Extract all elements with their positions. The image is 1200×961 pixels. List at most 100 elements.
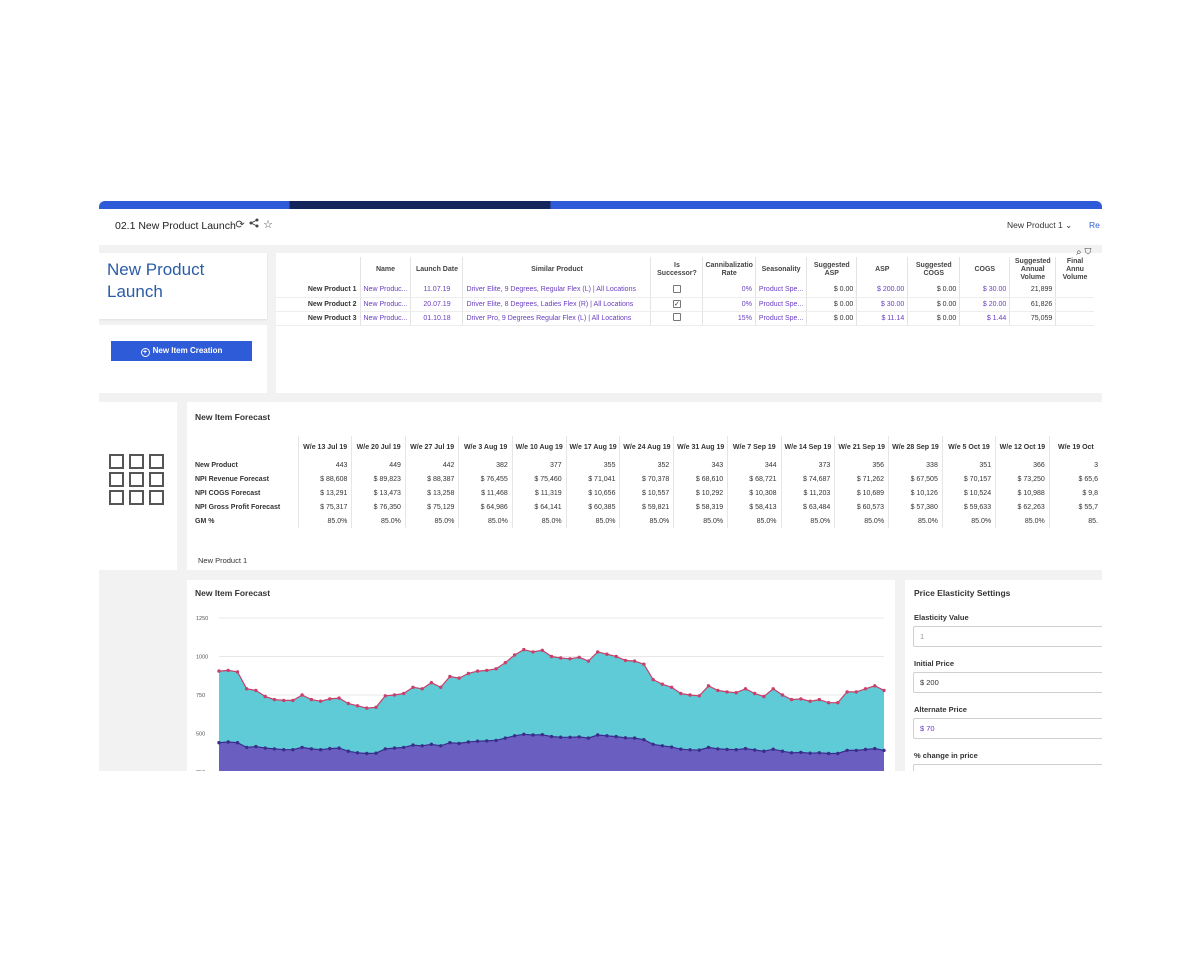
forecast-cell[interactable]: 382	[458, 458, 513, 472]
data-point[interactable]	[632, 659, 637, 663]
data-point[interactable]	[854, 748, 858, 753]
forecast-cell[interactable]: 355	[565, 458, 620, 472]
data-point[interactable]	[549, 734, 554, 739]
data-point[interactable]	[540, 733, 544, 737]
data-point[interactable]	[346, 701, 350, 706]
data-point[interactable]	[817, 697, 821, 702]
column-header[interactable]: Similar Product	[462, 257, 651, 283]
forecast-cell[interactable]: $ 10,308	[727, 486, 781, 500]
data-point[interactable]	[374, 751, 378, 755]
week-header[interactable]: W/e 7 Sep 19	[727, 436, 781, 458]
data-point[interactable]	[337, 696, 341, 700]
data-point[interactable]	[577, 655, 581, 659]
data-point[interactable]	[863, 687, 868, 691]
data-point[interactable]	[235, 670, 240, 674]
name-cell[interactable]: New Produc...	[359, 297, 411, 312]
week-header[interactable]: W/e 13 Jul 19	[297, 436, 352, 458]
forecast-cell[interactable]: 352	[619, 458, 674, 472]
data-point[interactable]	[402, 691, 406, 696]
week-header[interactable]: W/e 3 Aug 19	[458, 436, 513, 458]
forecast-cell[interactable]: $ 68,721	[727, 472, 781, 486]
forecast-cell[interactable]: 338	[888, 458, 943, 472]
change-in-price-input[interactable]	[913, 764, 1102, 771]
data-point[interactable]	[697, 694, 701, 698]
data-point[interactable]	[282, 698, 286, 703]
launch-date-cell[interactable]: 11.07.19	[410, 283, 463, 298]
successor-cell[interactable]	[650, 283, 703, 298]
data-point[interactable]	[226, 668, 230, 673]
data-point[interactable]	[614, 654, 618, 659]
forecast-cell[interactable]: $ 68,610	[673, 472, 728, 486]
data-point[interactable]	[596, 650, 600, 654]
data-point[interactable]	[651, 677, 655, 682]
data-point[interactable]	[734, 691, 738, 695]
data-point[interactable]	[679, 691, 683, 696]
week-header[interactable]: W/e 28 Sep 19	[888, 436, 943, 458]
forecast-cell[interactable]: 377	[511, 458, 567, 472]
forecast-cell[interactable]: 442	[404, 458, 459, 472]
column-header[interactable]: Is Successor?	[650, 257, 703, 283]
column-header[interactable]: Name	[359, 257, 411, 283]
data-point[interactable]	[817, 751, 821, 755]
data-point[interactable]	[263, 746, 267, 750]
forecast-cell[interactable]: $ 70,378	[619, 472, 674, 486]
data-point[interactable]	[254, 744, 258, 749]
forecast-cell[interactable]: $ 11,203	[780, 486, 835, 500]
data-point[interactable]	[374, 705, 378, 709]
forecast-cell[interactable]: 3	[1048, 458, 1102, 472]
data-point[interactable]	[522, 732, 526, 736]
data-point[interactable]	[512, 653, 517, 657]
data-point[interactable]	[845, 690, 849, 694]
forecast-cell[interactable]: $ 59,821	[619, 500, 674, 514]
forecast-cell[interactable]: $ 64,986	[458, 500, 513, 514]
share-icon[interactable]	[248, 218, 260, 232]
data-point[interactable]	[392, 746, 397, 750]
data-point[interactable]	[217, 669, 221, 673]
data-point[interactable]	[623, 658, 628, 663]
data-point[interactable]	[669, 745, 674, 749]
week-header[interactable]: W/e 19 Oct	[1048, 436, 1102, 458]
data-point[interactable]	[854, 690, 858, 694]
data-point[interactable]	[605, 652, 609, 656]
data-point[interactable]	[420, 687, 424, 691]
data-point[interactable]	[836, 751, 840, 756]
data-point[interactable]	[632, 736, 637, 740]
data-point[interactable]	[586, 736, 591, 740]
forecast-cell[interactable]: 85.0%	[565, 514, 620, 528]
data-point[interactable]	[614, 734, 618, 739]
forecast-cell[interactable]: $ 75,317	[297, 500, 352, 514]
data-point[interactable]	[512, 734, 517, 738]
data-point[interactable]	[263, 694, 267, 699]
data-point[interactable]	[531, 733, 535, 737]
data-point[interactable]	[272, 697, 277, 702]
data-point[interactable]	[300, 693, 304, 697]
data-point[interactable]	[503, 736, 507, 740]
alternate-price-input[interactable]: $ 70	[913, 718, 1102, 739]
data-point[interactable]	[245, 745, 249, 750]
week-header[interactable]: W/e 17 Aug 19	[565, 436, 620, 458]
forecast-cell[interactable]: 85.0%	[297, 514, 352, 528]
data-point[interactable]	[725, 747, 729, 752]
week-header[interactable]: W/e 5 Oct 19	[941, 436, 996, 458]
search-icon[interactable]: ⌕	[1076, 247, 1082, 258]
data-point[interactable]	[235, 741, 240, 745]
forecast-cell[interactable]: $ 74,687	[780, 472, 835, 486]
data-point[interactable]	[420, 744, 424, 748]
seasonality-cell[interactable]: Product Spe...	[754, 283, 807, 298]
data-point[interactable]	[568, 735, 572, 739]
cogs-cell[interactable]: $ 1.44	[959, 311, 1010, 326]
data-point[interactable]	[291, 698, 295, 703]
data-point[interactable]	[623, 736, 628, 740]
final-volume-cell[interactable]	[1055, 283, 1094, 298]
forecast-cell[interactable]: $ 88,387	[404, 472, 459, 486]
forecast-cell[interactable]: $ 10,126	[888, 486, 943, 500]
forecast-cell[interactable]: $ 70,157	[941, 472, 996, 486]
forecast-cell[interactable]: $ 10,656	[565, 486, 620, 500]
forecast-cell[interactable]: 366	[995, 458, 1050, 472]
data-point[interactable]	[799, 697, 803, 701]
data-point[interactable]	[494, 667, 498, 671]
cannibalization-cell[interactable]: 0%	[702, 283, 756, 298]
forecast-cell[interactable]: $ 10,689	[834, 486, 889, 500]
data-point[interactable]	[716, 688, 720, 693]
forecast-cell[interactable]: $ 58,413	[727, 500, 781, 514]
